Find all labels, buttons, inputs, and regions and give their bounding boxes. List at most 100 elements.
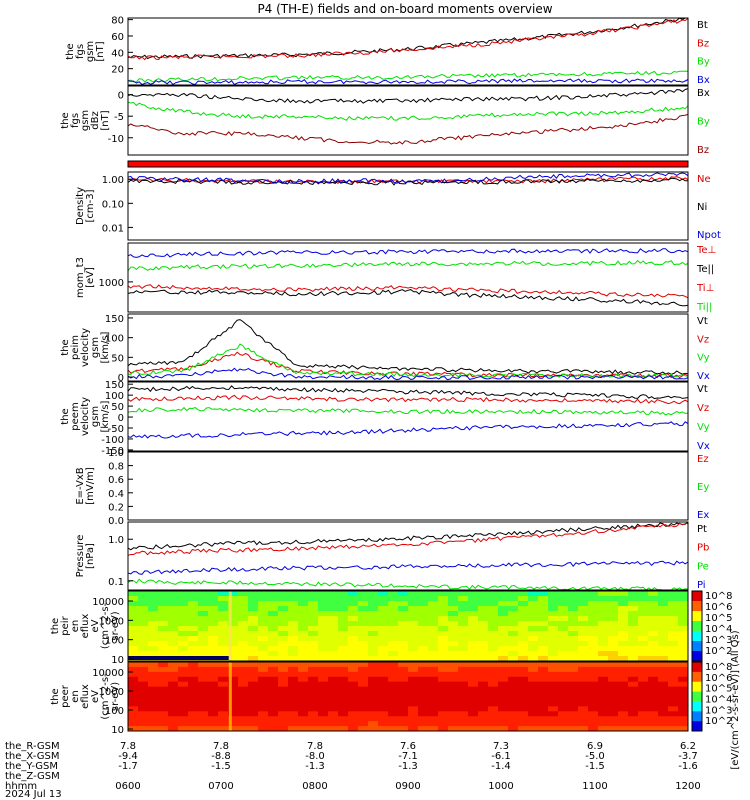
heatmap-cell bbox=[478, 691, 489, 697]
heatmap-cell bbox=[508, 611, 519, 617]
heatmap-cell bbox=[278, 711, 289, 717]
heatmap-cell bbox=[308, 621, 319, 627]
heatmap-cell bbox=[498, 631, 509, 637]
heatmap-cell bbox=[598, 696, 609, 702]
series-line-Pt bbox=[127, 521, 689, 551]
heatmap-cell bbox=[348, 681, 359, 688]
heatmap-cell bbox=[348, 716, 359, 722]
heatmap-cell bbox=[158, 701, 169, 707]
heatmap-cell bbox=[208, 686, 219, 693]
heatmap-cell bbox=[538, 716, 549, 722]
heatmap-cell bbox=[188, 676, 199, 683]
heatmap-cell bbox=[408, 616, 419, 622]
heatmap-cell bbox=[508, 691, 519, 697]
heatmap-cell bbox=[288, 601, 299, 607]
heatmap-cell bbox=[628, 726, 639, 732]
heatmap-cell bbox=[418, 696, 429, 702]
heatmap-cell bbox=[538, 686, 549, 693]
heatmap-cell bbox=[518, 591, 529, 597]
heatmap-cell bbox=[418, 706, 429, 712]
x-axis-tick-label: 7.8 bbox=[120, 741, 136, 752]
heatmap-cell bbox=[188, 662, 199, 668]
heatmap-cell bbox=[668, 631, 679, 637]
heatmap-cell bbox=[648, 631, 659, 637]
heatmap-cell bbox=[208, 681, 219, 688]
y-axis-label: E=-VxB [mV/m] bbox=[75, 467, 96, 505]
heatmap-cell bbox=[508, 626, 519, 632]
x-axis-tick-label: -5.0 bbox=[585, 751, 605, 762]
heatmap-cell bbox=[138, 611, 149, 617]
heatmap-cell bbox=[248, 636, 259, 642]
heatmap-cell bbox=[238, 641, 249, 647]
heatmap-cell bbox=[558, 716, 569, 722]
heatmap-cell bbox=[578, 676, 589, 683]
heatmap-cell bbox=[298, 696, 309, 702]
series-line-Vz bbox=[127, 394, 689, 405]
heatmap-cell bbox=[388, 662, 399, 668]
heatmap-cell bbox=[268, 671, 279, 678]
heatmap-cell bbox=[158, 721, 169, 727]
series-line-Ni bbox=[127, 177, 689, 186]
heatmap-cell bbox=[608, 621, 619, 627]
heatmap-cell bbox=[418, 591, 429, 597]
heatmap-cell bbox=[408, 636, 419, 642]
heatmap-cell bbox=[138, 662, 149, 668]
heatmap-cell bbox=[568, 626, 579, 632]
heatmap-cell bbox=[518, 711, 529, 717]
heatmap-cell bbox=[408, 641, 419, 647]
heatmap-cell bbox=[158, 666, 169, 673]
heatmap-cell bbox=[558, 691, 569, 697]
heatmap-cell bbox=[568, 636, 579, 642]
heatmap-cell bbox=[148, 701, 159, 707]
heatmap-cell bbox=[638, 596, 649, 602]
heatmap-cell bbox=[418, 726, 429, 732]
colorbar-tick-label: 10^4 bbox=[705, 695, 732, 706]
heatmap-cell bbox=[318, 631, 329, 637]
heatmap-cell bbox=[418, 691, 429, 697]
heatmap-cell bbox=[678, 631, 689, 637]
y-axis-label-line: gsm bbox=[80, 110, 91, 131]
heatmap-cell bbox=[618, 606, 629, 612]
heatmap-cell bbox=[178, 611, 189, 617]
heatmap-low-energy-band bbox=[128, 656, 229, 660]
heatmap-cell bbox=[178, 696, 189, 702]
x-axis-tick-label: 7.8 bbox=[307, 741, 323, 752]
heatmap-cell bbox=[328, 696, 339, 702]
heatmap-cell bbox=[538, 721, 549, 727]
heatmap-cell bbox=[318, 711, 329, 717]
colorbar-tick-label: 10^5 bbox=[705, 684, 732, 695]
heatmap-cell bbox=[258, 626, 269, 632]
heatmap-cell bbox=[538, 711, 549, 717]
heatmap-cell bbox=[528, 646, 539, 652]
heatmap-cell bbox=[238, 701, 249, 707]
heatmap-cell bbox=[598, 721, 609, 727]
heatmap-cell bbox=[568, 691, 579, 697]
series-line-Bz bbox=[127, 113, 689, 145]
series-line-Pe bbox=[127, 578, 689, 591]
heatmap-cell bbox=[148, 631, 159, 637]
heatmap-cell bbox=[228, 726, 239, 732]
heatmap-cell bbox=[468, 601, 479, 607]
heatmap-cell bbox=[368, 621, 379, 627]
heatmap-cell bbox=[448, 721, 459, 727]
heatmap-cell bbox=[478, 626, 489, 632]
heatmap-cell bbox=[518, 631, 529, 637]
heatmap-cell bbox=[518, 616, 529, 622]
heatmap-cell bbox=[258, 641, 269, 647]
heatmap-cell bbox=[308, 616, 319, 622]
heatmap-cell bbox=[418, 646, 429, 652]
heatmap-cell bbox=[278, 641, 289, 647]
heatmap-cell bbox=[548, 691, 559, 697]
heatmap-cell bbox=[578, 726, 589, 732]
heatmap-cell bbox=[458, 666, 469, 673]
heatmap-cell bbox=[208, 651, 219, 657]
heatmap-cell bbox=[328, 726, 339, 732]
colorbar-label-text: [eV/(cm^2-s-sr-eV)] (All Qs) bbox=[730, 630, 741, 769]
heatmap-cell bbox=[298, 621, 309, 627]
heatmap-cell bbox=[408, 681, 419, 688]
heatmap-cell bbox=[438, 606, 449, 612]
heatmap-cell bbox=[168, 686, 179, 693]
panel-frame bbox=[127, 521, 689, 591]
heatmap-cell bbox=[428, 596, 439, 602]
